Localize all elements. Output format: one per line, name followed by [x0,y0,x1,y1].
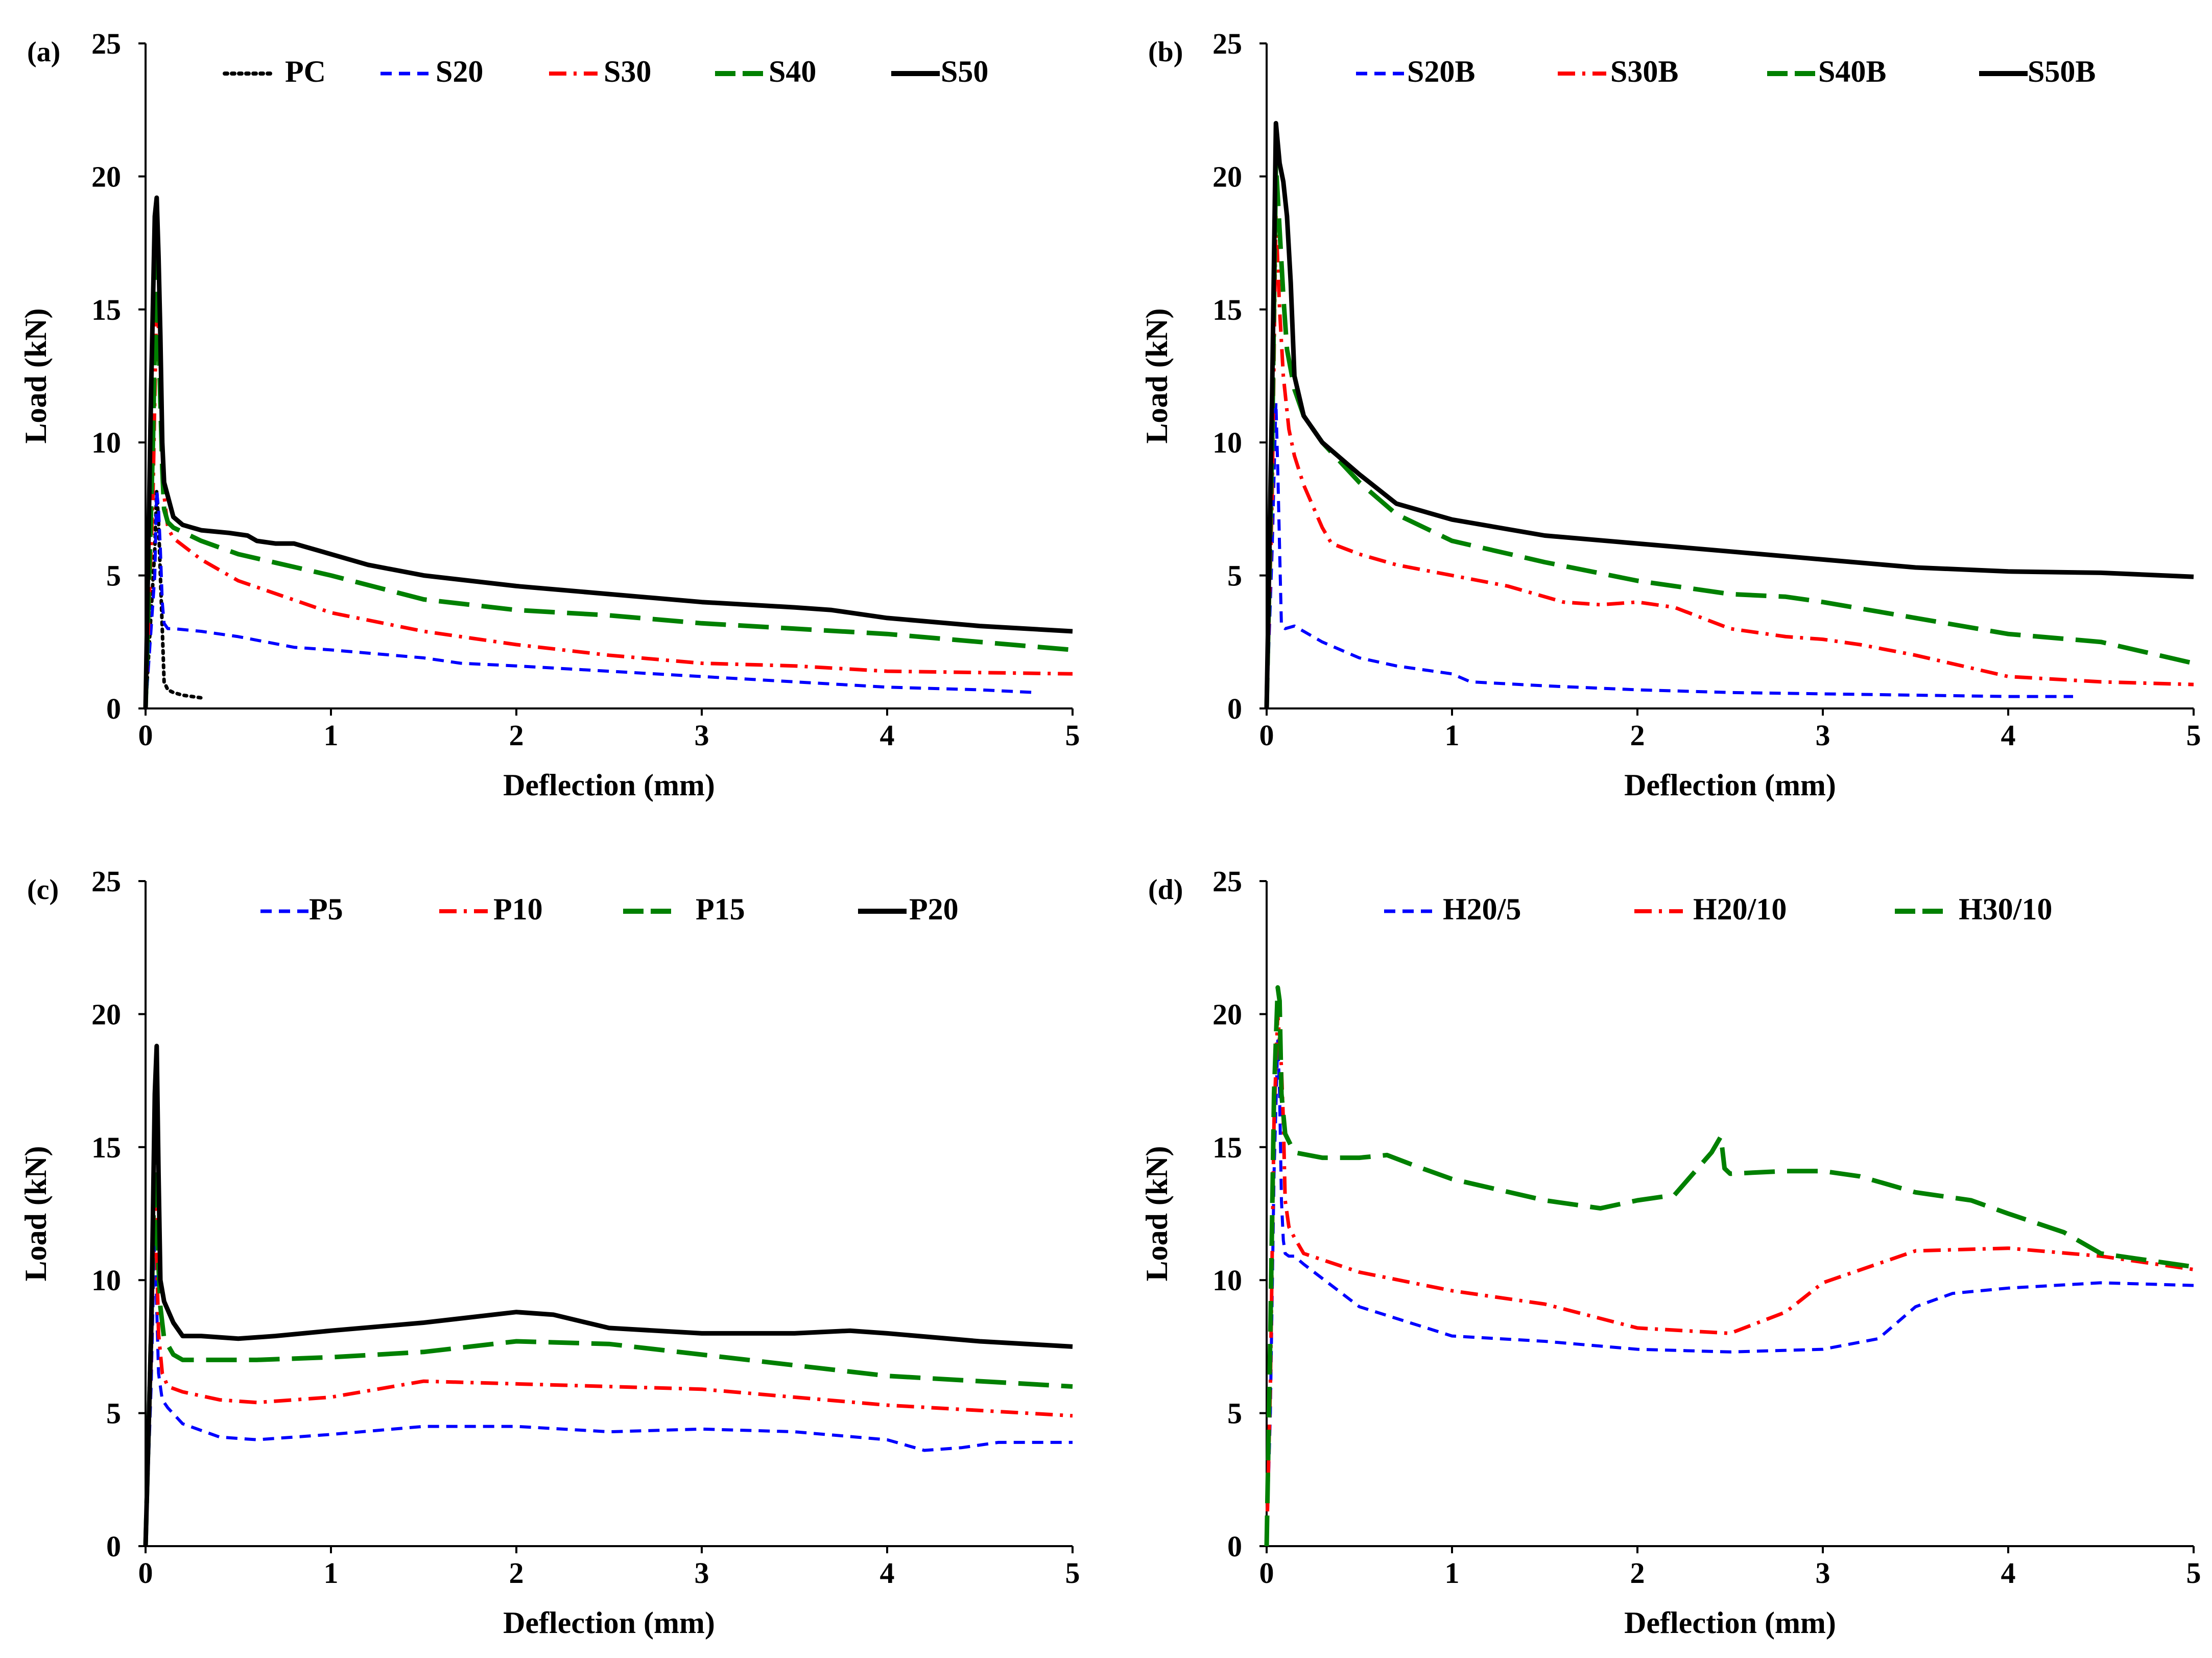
x-tick-label: 4 [880,719,895,752]
legend-label: S30B [1610,55,1678,88]
y-axis-title: Load (kN) [1140,308,1174,443]
y-tick-label: 25 [91,27,121,60]
x-tick-label: 3 [695,1556,709,1590]
x-tick-label: 5 [2186,1556,2201,1590]
y-tick-label: 5 [106,1397,121,1430]
y-tick-label: 25 [1212,865,1242,898]
y-tick-label: 20 [91,998,121,1031]
series-line-p10 [144,1172,1073,1547]
legend-label: S20B [1407,55,1475,88]
series-line-s20 [144,488,1036,709]
series-line-s30 [144,294,1073,709]
x-tick-label: 2 [509,1556,524,1590]
y-tick-label: 0 [1227,692,1242,725]
series-line-h30-10 [1264,985,2194,1547]
x-tick-label: 3 [1816,719,1830,752]
x-tick-label: 0 [138,719,153,752]
panel-label: (a) [27,36,60,68]
x-tick-label: 4 [880,1556,895,1590]
x-axis-title: Deflection (mm) [503,768,715,802]
x-axis-title: Deflection (mm) [1624,1606,1836,1640]
panel-a: 0 5 10 15 20 25 0 1 2 3 4 5 Deflection (mm) Load (kN)… [19,27,1080,802]
legend-label: S30 [604,55,651,88]
x-tick-label: 5 [1065,719,1080,752]
series-line-p15 [143,1145,1073,1547]
series-line-s20b [1265,401,2073,709]
y-tick-label: 5 [1227,1397,1242,1430]
x-tick-label: 2 [1630,1556,1645,1590]
series-line-s40b [1264,160,2195,709]
y-tick-label: 15 [91,293,121,326]
y-tick-label: 15 [1212,293,1242,326]
series-line-p20 [143,1044,1073,1547]
y-tick-label: 20 [1212,998,1242,1031]
y-tick-label: 5 [1227,559,1242,593]
legend-label: H20/10 [1693,892,1787,926]
x-tick-label: 3 [695,719,709,752]
series-line-s50b [1264,121,2194,709]
y-tick-label: 0 [106,692,121,725]
x-tick-label: 4 [2001,719,2016,752]
legend-label: S50B [2028,55,2096,88]
series-line-p5 [144,1225,1073,1547]
x-tick-label: 3 [1816,1556,1830,1590]
x-tick-label: 5 [1065,1556,1080,1590]
y-tick-label: 20 [1212,160,1242,193]
y-tick-label: 10 [1212,1264,1242,1297]
y-tick-label: 15 [91,1131,121,1164]
legend-label: P15 [696,892,745,926]
legend-label: P10 [493,892,543,926]
legend-label: S50 [941,55,988,88]
y-tick-label: 10 [91,426,121,459]
legend-label: P5 [309,892,343,926]
y-tick-label: 0 [106,1530,121,1563]
y-axis-title: Load (kN) [1140,1146,1174,1281]
legend-label: P20 [909,892,959,926]
x-tick-label: 2 [1630,719,1645,752]
x-tick-label: 1 [1445,1556,1460,1590]
x-tick-label: 0 [1259,1556,1274,1590]
y-tick-label: 25 [1212,27,1242,60]
y-tick-label: 0 [1227,1530,1242,1563]
series-line-pc [144,488,203,710]
x-axis-title: Deflection (mm) [1624,768,1836,802]
x-tick-label: 2 [509,719,524,752]
panel-c: 0 5 10 15 20 25 0 1 2 3 4 5 Deflection (mm) Load (kN)… [19,865,1080,1640]
panel-d: 0 5 10 15 20 25 0 1 2 3 4 5 Deflection (mm) Load (kN)… [1140,865,2201,1640]
x-axis-title: Deflection (mm) [503,1606,715,1640]
y-tick-label: 15 [1212,1131,1242,1164]
legend-label: H20/5 [1443,892,1521,926]
legend-label: S40B [1818,55,1886,88]
y-tick-label: 10 [91,1264,121,1297]
x-tick-label: 5 [2186,719,2201,752]
panel-b: 0 5 10 15 20 25 0 1 2 3 4 5 Deflection (mm) Load (kN)… [1140,27,2201,802]
series-line-s40 [143,241,1073,709]
y-axis-title: Load (kN) [19,1146,53,1281]
legend-label: S40 [769,55,816,88]
series-line-h20-10 [1265,1012,2194,1547]
series-line-s30b [1265,215,2194,709]
x-tick-label: 1 [1445,719,1460,752]
x-tick-label: 0 [138,1556,153,1590]
y-tick-label: 10 [1212,426,1242,459]
x-tick-label: 1 [324,719,339,752]
x-tick-label: 0 [1259,719,1274,752]
legend-label: PC [285,55,326,88]
y-tick-label: 5 [106,559,121,593]
panel-label: (c) [27,874,59,906]
series-line-s50 [143,195,1073,709]
series-line-h20-5 [1265,1039,2194,1547]
panel-label: (b) [1148,36,1183,68]
y-tick-label: 20 [91,160,121,193]
legend-label: H30/10 [1959,892,2052,926]
x-tick-label: 1 [324,1556,339,1590]
panel-label: (d) [1148,874,1183,906]
y-axis-title: Load (kN) [19,308,53,443]
y-tick-label: 25 [91,865,121,898]
legend-label: S20 [436,55,483,88]
x-tick-label: 4 [2001,1556,2016,1590]
